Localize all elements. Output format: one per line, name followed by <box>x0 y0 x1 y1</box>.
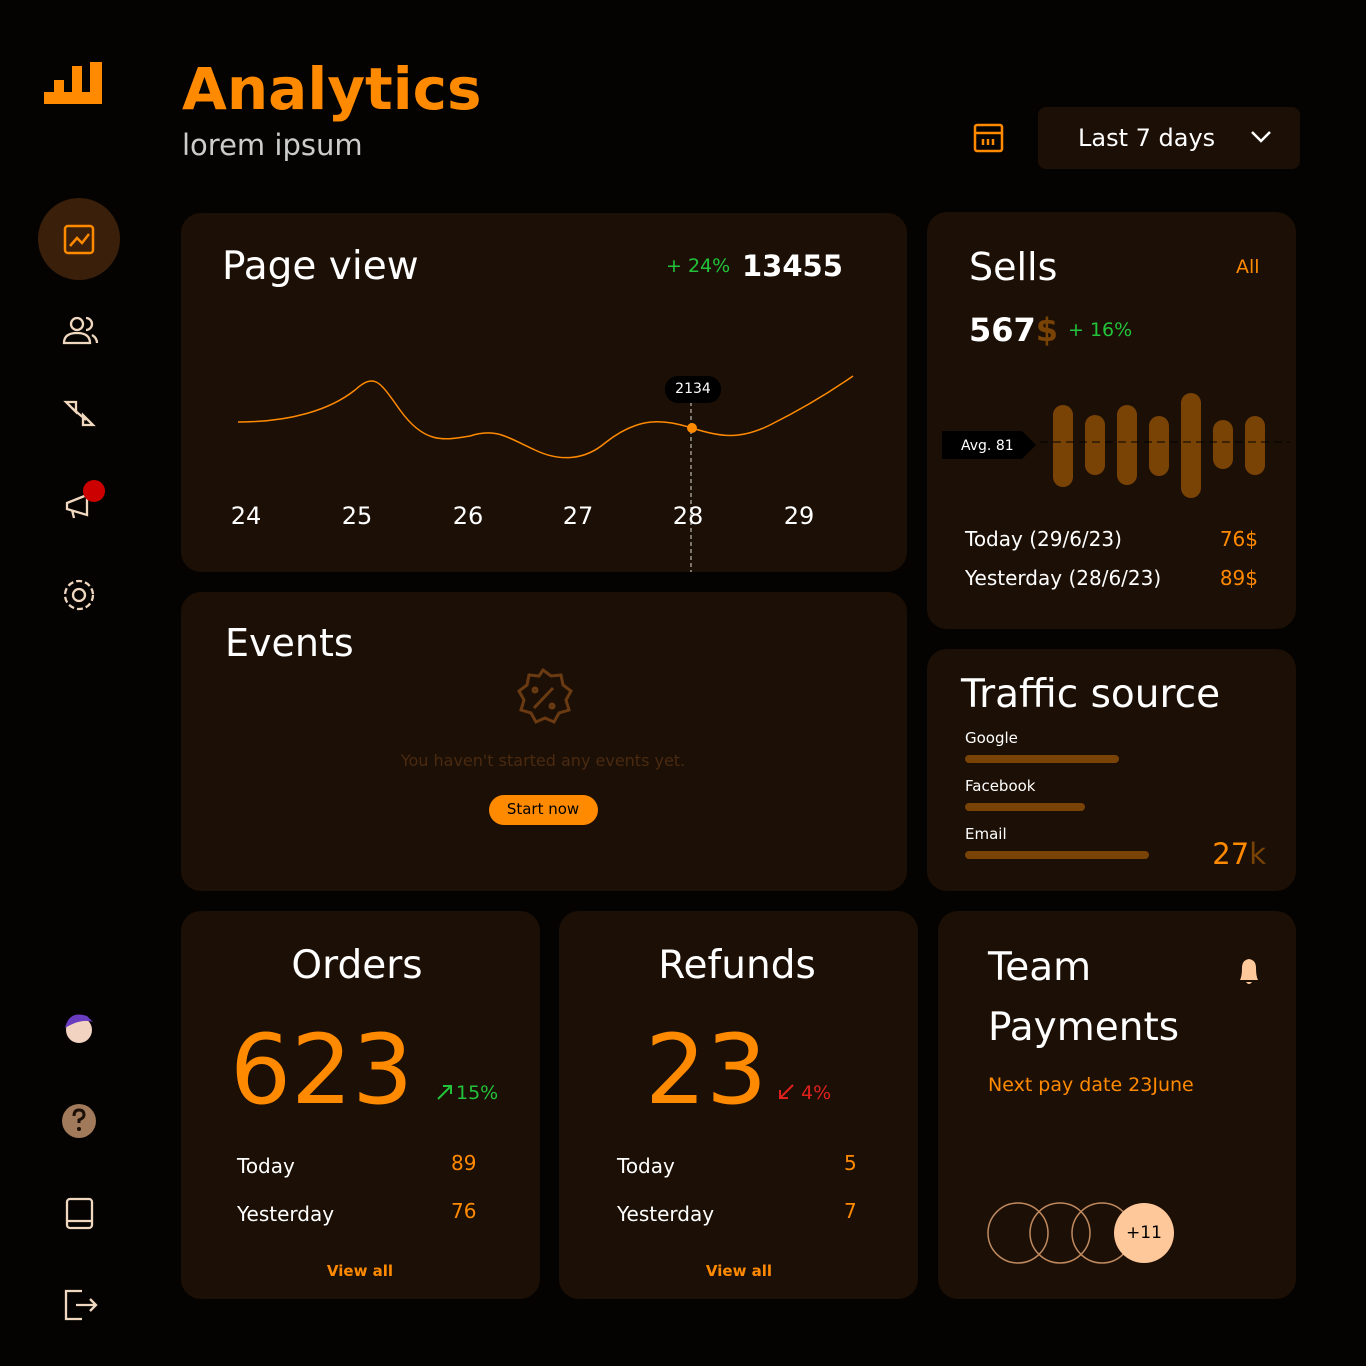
amount-value: 567 <box>969 311 1036 349</box>
source-label: Facebook <box>965 777 1036 795</box>
avg-label: Avg. 81 <box>961 438 1014 454</box>
nav-docs[interactable] <box>65 1197 94 1230</box>
source-label: Email <box>965 825 1007 843</box>
filter[interactable]: All <box>1236 256 1260 278</box>
help-icon[interactable] <box>62 1104 96 1138</box>
hover-point <box>687 423 697 433</box>
nav-analytics[interactable] <box>63 224 95 255</box>
team-more-label: +11 <box>1126 1223 1162 1243</box>
row-label: Today <box>237 1154 295 1178</box>
change: 15% <box>456 1082 499 1104</box>
card <box>559 911 918 1299</box>
tooltip: 2134 <box>675 381 711 397</box>
next-pay: Next pay date 23June <box>988 1074 1194 1096</box>
count: 623 <box>230 1014 414 1126</box>
bell-icon[interactable] <box>1240 959 1258 984</box>
chevron[interactable] <box>1251 131 1271 143</box>
down-arrow <box>779 1084 794 1099</box>
day-label: 24 <box>230 502 262 530</box>
amount: 567$ <box>969 314 1058 346</box>
day-label: 27 <box>562 502 594 530</box>
up-arrow <box>437 1085 452 1100</box>
day-label: 29 <box>783 502 815 530</box>
row-value: 76 <box>451 1199 477 1223</box>
card <box>181 592 907 891</box>
nav-users[interactable] <box>62 316 99 345</box>
page-subtitle: lorem ipsum <box>182 128 363 162</box>
row-label: Yesterday <box>617 1202 715 1226</box>
nav-logout[interactable] <box>64 1289 98 1321</box>
traffic-bars <box>965 755 1149 859</box>
row-label: Yesterday <box>237 1202 335 1226</box>
tooltip-bg <box>665 376 721 403</box>
card <box>927 649 1296 891</box>
nav-settings[interactable] <box>63 579 95 611</box>
sells-bars <box>1053 393 1265 498</box>
count: 23 <box>645 1014 768 1126</box>
card-title: Payments <box>988 1005 1180 1050</box>
row-label: Yesterday (28/6/23) <box>965 566 1162 590</box>
page-view-line <box>237 375 854 459</box>
calendar-icon[interactable] <box>973 123 1004 153</box>
notification-dot <box>83 480 105 502</box>
dropdown-bg[interactable] <box>1038 107 1300 169</box>
empty-message: You haven't started any events yet. <box>400 751 686 770</box>
logo <box>44 62 102 104</box>
page-title: Analytics <box>182 55 482 123</box>
card-title: Orders <box>291 943 423 988</box>
view-all[interactable]: View all <box>705 1262 773 1280</box>
nav-campaigns[interactable] <box>65 493 89 519</box>
total: 13455 <box>742 249 843 283</box>
row-label: Today (29/6/23) <box>965 527 1122 551</box>
day-label: 26 <box>452 502 484 530</box>
traffic-total: 27k <box>1212 840 1266 869</box>
row-value: 7 <box>844 1199 857 1223</box>
view-all[interactable]: View all <box>326 1262 394 1280</box>
card-title: Traffic source <box>961 672 1221 717</box>
avatar[interactable] <box>65 1014 93 1044</box>
start-button-label[interactable]: Start now <box>506 800 580 818</box>
card <box>181 213 907 572</box>
total-value: 27 <box>1212 837 1250 871</box>
row-value: 76$ <box>1219 527 1258 551</box>
day-label: 28 <box>672 502 704 530</box>
source-label: Google <box>965 729 1018 747</box>
change: + 16% <box>1068 319 1133 341</box>
row-value: 89$ <box>1219 566 1258 590</box>
card <box>181 911 540 1299</box>
change: 4% <box>801 1082 832 1104</box>
day-label: 25 <box>341 502 373 530</box>
row-value: 89 <box>451 1151 477 1175</box>
row-value: 5 <box>844 1151 857 1175</box>
card-title: Events <box>225 621 354 665</box>
card-title: Refunds <box>658 943 816 988</box>
change: + 24% <box>666 255 731 277</box>
team-more <box>1114 1203 1174 1263</box>
card <box>938 911 1296 1299</box>
card <box>927 212 1296 629</box>
card-title: Page view <box>222 244 419 289</box>
card-title: Team <box>988 945 1092 990</box>
unit: k <box>1249 837 1266 871</box>
card-title: Sells <box>969 245 1058 289</box>
nav-links[interactable] <box>63 400 96 427</box>
currency: $ <box>1035 311 1059 349</box>
events-icon <box>517 667 573 724</box>
range-select[interactable]: Last 7 days <box>1078 124 1216 152</box>
start-button[interactable] <box>489 795 598 825</box>
avg-badge <box>942 431 1036 459</box>
row-label: Today <box>617 1154 675 1178</box>
